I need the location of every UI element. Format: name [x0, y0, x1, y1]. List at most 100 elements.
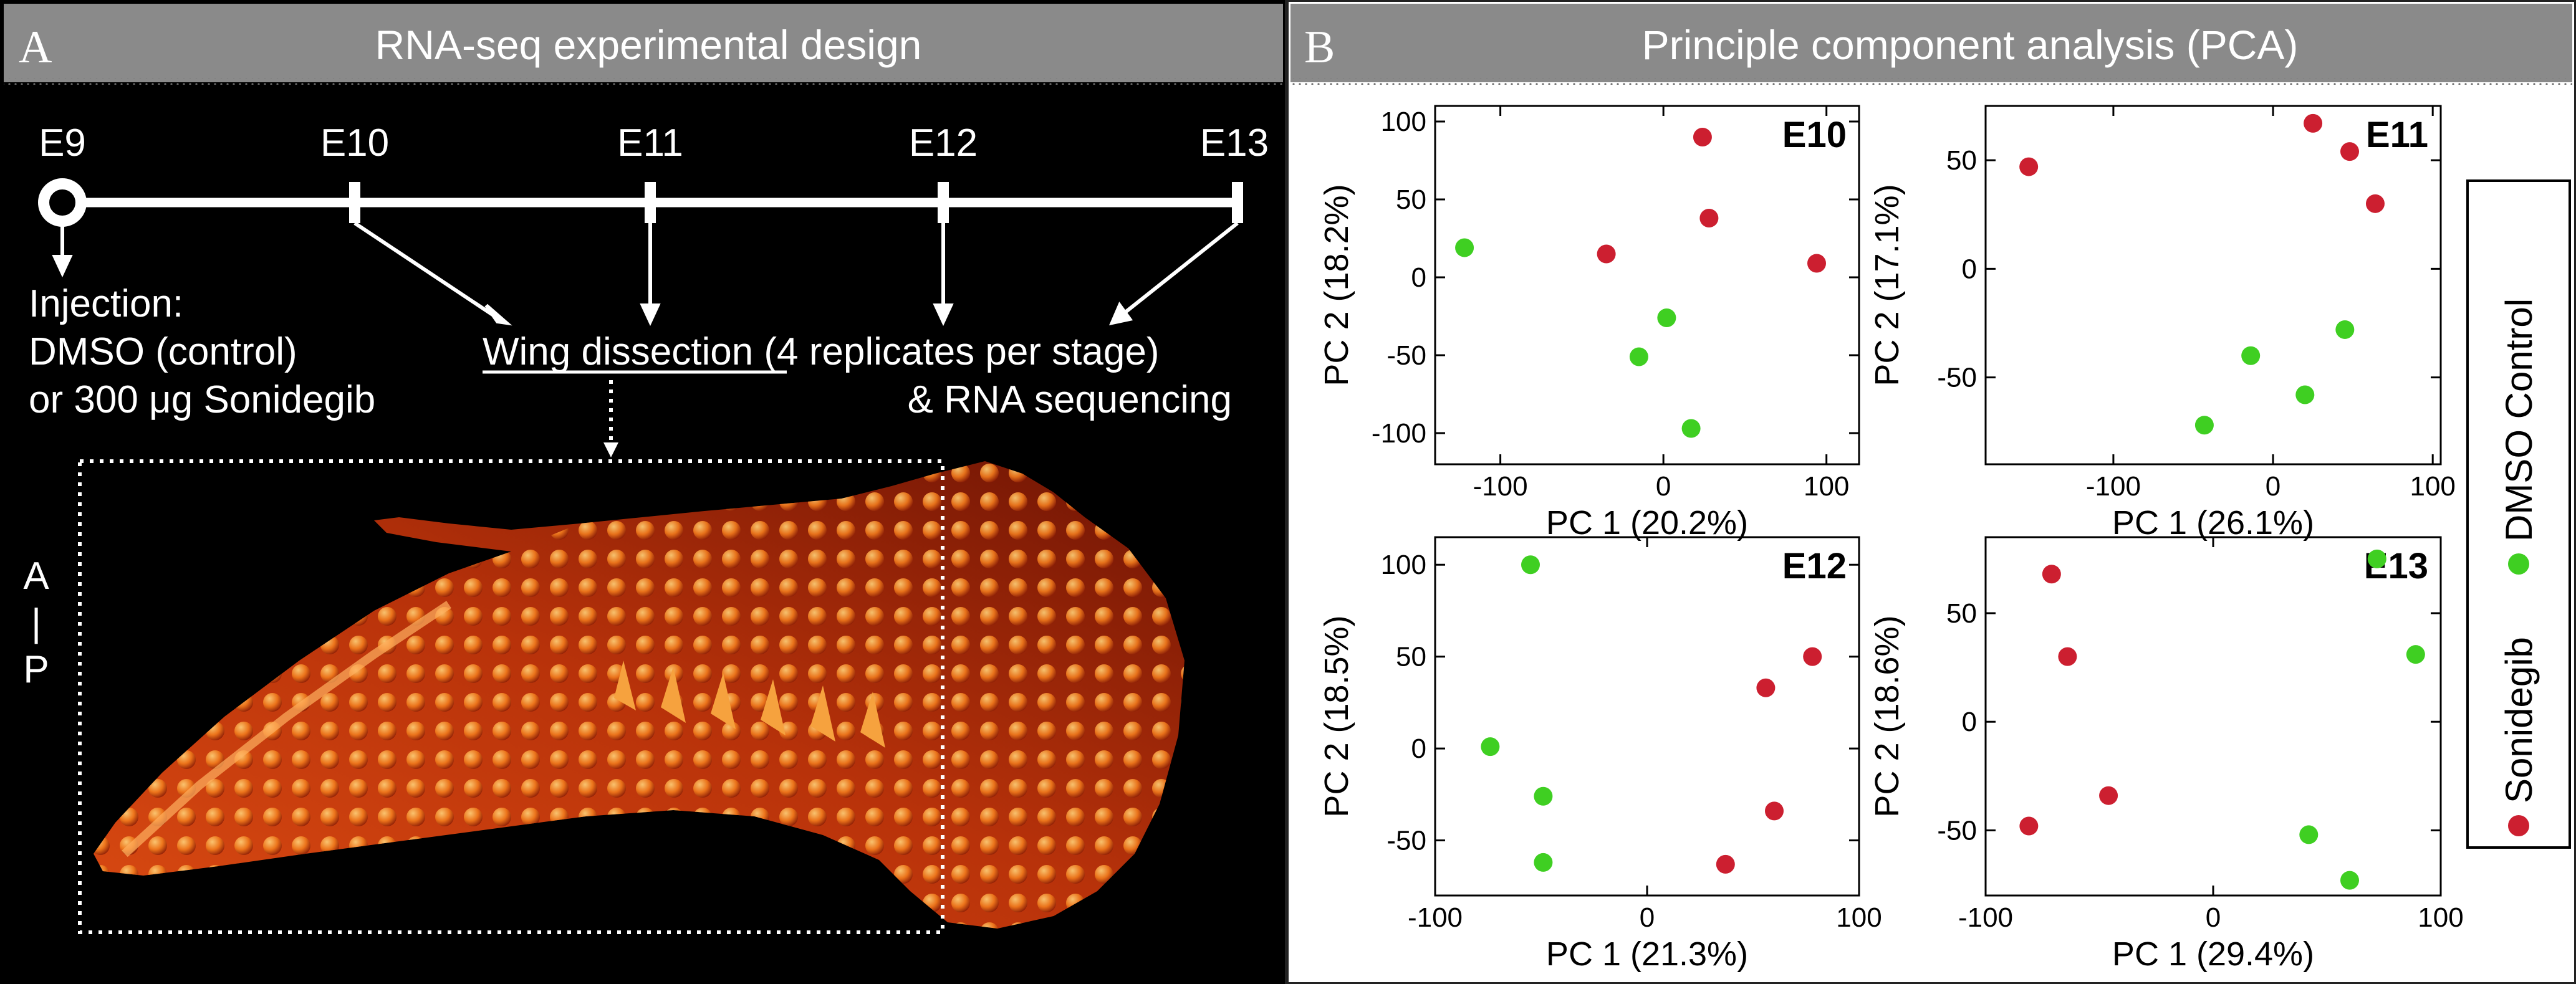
panel-b-header: [1290, 4, 2572, 82]
point-sonidegib: [2340, 142, 2359, 161]
panel-a-title: RNA-seq experimental design: [375, 22, 922, 68]
e12-tick: [938, 182, 949, 223]
panel-b-letter: B: [1304, 22, 1335, 73]
x-tick-label: -100: [1408, 902, 1463, 933]
point-sonidegib: [2304, 113, 2323, 133]
x-axis-label: PC 1 (29.4%): [2112, 935, 2314, 973]
legend-sonidegib-label: Sonidegib: [2498, 637, 2540, 803]
legend: Sonidegib DMSO Control: [2466, 179, 2571, 849]
point-dmso-control: [2367, 549, 2386, 568]
injection-dmso: DMSO (control): [29, 330, 297, 373]
x-tick-label: -100: [1958, 902, 2013, 933]
point-dmso-control: [2340, 871, 2359, 890]
panel-a-header-border: [4, 79, 1283, 85]
stage-label: E11: [2366, 115, 2428, 155]
panel-b-frame: [1285, 0, 2576, 984]
y-tick-label: -50: [1937, 815, 1977, 846]
wing-dissection-text: Wing dissection: [483, 330, 753, 373]
point-dmso-control: [1521, 555, 1540, 575]
legend-box: [2466, 179, 2571, 849]
anterior-label: A: [23, 555, 49, 598]
x-tick-label: 0: [2206, 902, 2221, 933]
axis-bar: |: [31, 601, 41, 644]
point-dmso-control: [2194, 416, 2214, 435]
point-dmso-control: [2406, 645, 2425, 664]
y-tick-label: 0: [1962, 707, 1977, 737]
point-dmso-control: [1629, 347, 1648, 366]
x-tick-label: 0: [1656, 471, 1671, 502]
point-sonidegib: [2058, 647, 2077, 666]
point-sonidegib: [2019, 157, 2039, 176]
plot-frame: [1984, 105, 2442, 466]
posterior-label: P: [23, 648, 49, 691]
dissection-dotted-arrow-head: [603, 442, 618, 457]
e10-arrow-head: [484, 303, 512, 326]
y-tick-label: -50: [1387, 826, 1426, 856]
legend-dmso-label: DMSO Control: [2498, 299, 2540, 542]
x-tick-label: 100: [2418, 902, 2463, 933]
y-tick-label: 100: [1381, 550, 1426, 580]
injection-arrow-head: [52, 255, 73, 278]
y-tick-label: 50: [1396, 184, 1426, 215]
x-tick-label: 100: [1804, 471, 1849, 502]
e13-arrow: [1121, 221, 1239, 317]
plot-frame: [1434, 105, 1860, 466]
rna-sequencing-text: & RNA sequencing: [908, 378, 1232, 421]
point-sonidegib: [1716, 854, 1735, 874]
feather-buds: [94, 461, 1185, 929]
injection-label: Injection:: [29, 282, 183, 325]
x-axis-label: PC 1 (26.1%): [2112, 504, 2314, 542]
point-sonidegib: [2042, 565, 2061, 584]
dissection-box: [78, 459, 944, 934]
timeline: E9 E10 E11 E12 E13: [38, 122, 1269, 227]
panel-a-letter: A: [19, 22, 52, 73]
panel-b-title: Principle component analysis (PCA): [1642, 22, 2299, 68]
stage-label: E12: [1782, 546, 1847, 586]
timeline-label-e10: E10: [320, 122, 389, 165]
point-dmso-control: [2299, 825, 2319, 844]
panel-a: A RNA-seq experimental design E9 E10 E11…: [0, 0, 1287, 984]
x-tick-label: 100: [2410, 471, 2455, 502]
point-dmso-control: [1455, 238, 1474, 257]
y-tick-label: 50: [1946, 598, 1977, 629]
panel-a-header: [4, 4, 1283, 82]
wing-image: [94, 461, 1185, 929]
e13-tick: [1232, 182, 1243, 223]
x-tick-label: -100: [2086, 471, 2141, 502]
injection-sonidegib: or 300 μg Sonidegib: [29, 378, 375, 421]
timeline-label-e13: E13: [1200, 122, 1269, 165]
pca-plots: -100 0 100 -100 -50 0 50 100 PC 1 (20.2%) PC 2 (1…: [1318, 105, 2464, 973]
point-dmso-control: [2295, 385, 2315, 404]
y-axis-label: PC 2 (18.5%): [1318, 615, 1355, 817]
arrows: [52, 221, 1239, 327]
replicates-text: (4 replicates per stage): [753, 330, 1159, 373]
e13-arrow-head: [1108, 301, 1133, 326]
timeline-label-e9: E9: [39, 122, 86, 165]
pca-plot-e12: -100 0 100 -50 0 50 100 PC 1 (21.3%) PC 2 (18.5%…: [1318, 536, 1882, 973]
y-tick-label: 100: [1381, 107, 1426, 137]
x-axis-label: PC 1 (21.3%): [1546, 935, 1748, 973]
panel-b: B Principle component analysis (PCA) -10…: [1285, 0, 2576, 984]
y-tick-label: -50: [1937, 363, 1977, 393]
y-tick-label: 50: [1946, 145, 1977, 176]
x-axis-label: PC 1 (20.2%): [1546, 504, 1748, 542]
e11-arrow-head: [640, 303, 661, 327]
legend-sonidegib-marker: [2508, 815, 2529, 836]
y-axis-label: PC 2 (17.1%): [1868, 184, 1906, 386]
panel-b-background: [1287, 0, 2576, 984]
point-sonidegib: [1693, 128, 1712, 146]
x-tick-label: 0: [2266, 471, 2280, 502]
point-sonidegib: [2365, 194, 2385, 213]
y-tick-label: -50: [1387, 340, 1426, 371]
timeline-label-e12: E12: [909, 122, 978, 165]
y-tick-label: -100: [1372, 418, 1426, 449]
e11-tick: [645, 182, 656, 223]
pca-plot-e11: -100 0 100 -50 0 50 PC 1 (26.1%) PC 2 (17.1%) E1…: [1868, 105, 2456, 542]
point-dmso-control: [1681, 419, 1701, 438]
point-sonidegib: [1756, 678, 1776, 697]
legend-content: Sonidegib DMSO Control: [2498, 299, 2540, 836]
x-tick-label: 0: [1640, 902, 1655, 933]
point-dmso-control: [1534, 786, 1553, 806]
e12-arrow-head: [933, 303, 954, 327]
